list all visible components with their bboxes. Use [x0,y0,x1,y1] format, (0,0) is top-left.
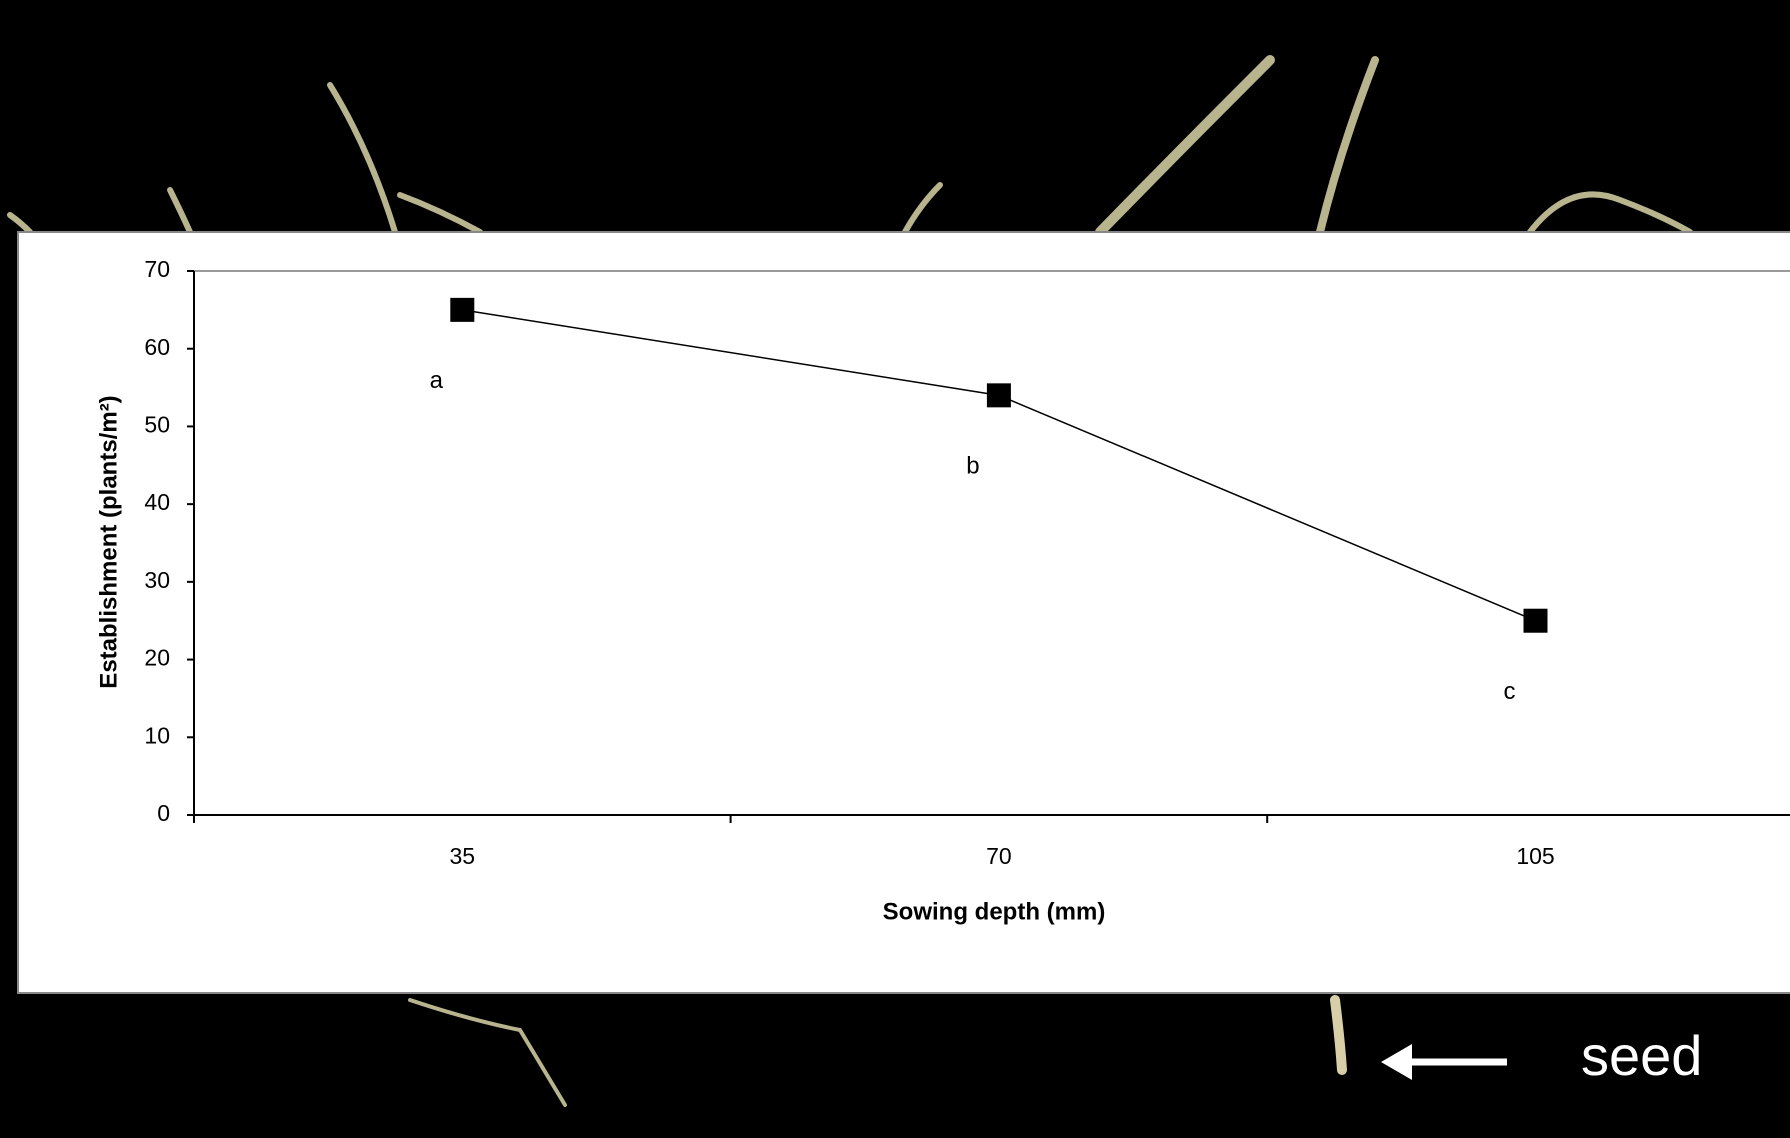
annotation: a [430,367,444,394]
y-tick-label: 10 [144,722,170,748]
x-tick-label: 105 [1516,843,1554,869]
y-tick-label: 0 [157,800,170,826]
marker [1524,609,1548,633]
annotation: b [966,453,979,480]
y-tick-label: 30 [144,567,170,593]
marker [987,383,1011,407]
y-tick-label: 60 [144,334,170,360]
page: 0 10 20 30 40 50 60 70 35 a 70 b 105 c Establishment … [0,0,1790,1138]
annotation: c [1504,678,1516,705]
marker [450,298,474,322]
x-tick-label: 35 [450,843,476,869]
x-axis-title: Sowing depth (mm) [883,898,1106,925]
y-axis-title: Establishment (plants/m²) [95,395,122,688]
y-tick-label: 70 [144,256,170,282]
y-tick-label: 20 [144,645,170,671]
photo-label: seed [1581,1024,1702,1087]
y-tick-label: 50 [144,412,170,438]
x-tick-label: 70 [986,843,1012,869]
y-tick-label: 40 [144,489,170,515]
